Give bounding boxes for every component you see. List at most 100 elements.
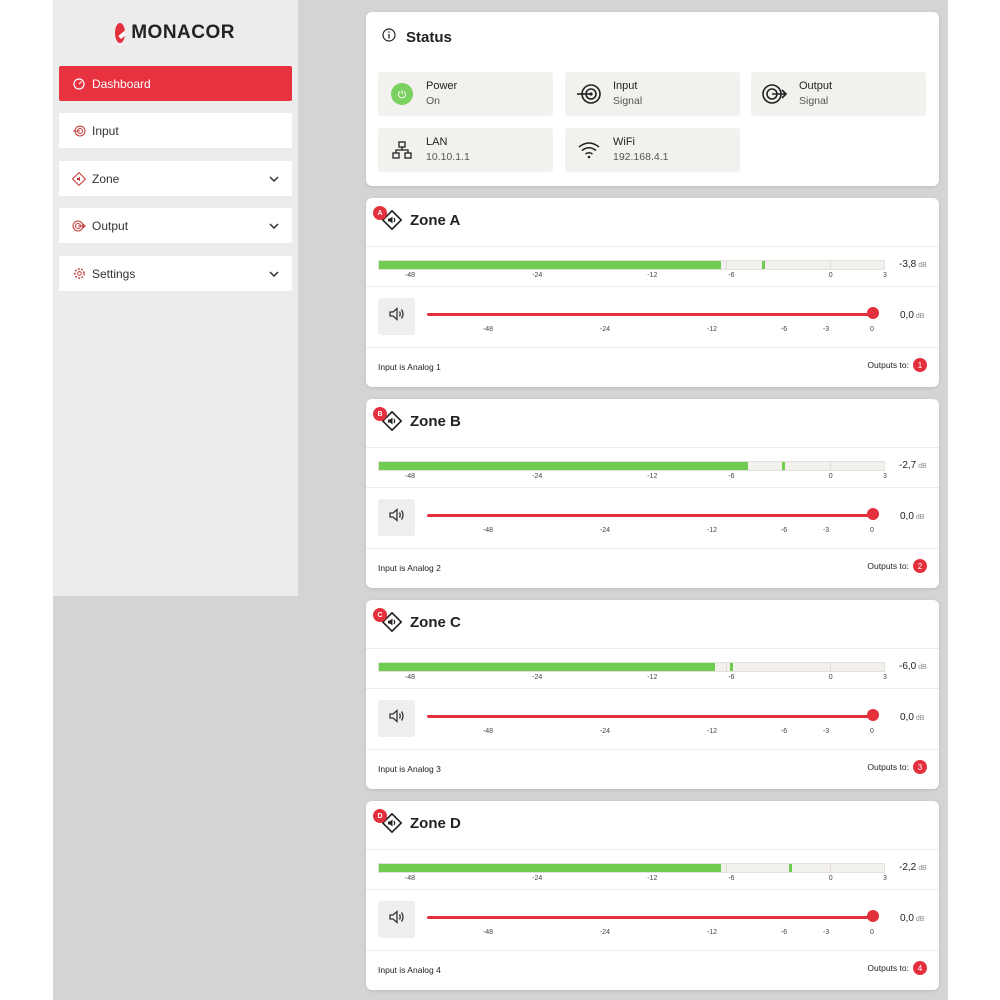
meter-fill [379,663,716,671]
volume-slider-handle[interactable] [867,508,879,520]
output-signal-icon [759,78,791,110]
volume-readout: 0,0 dB [900,913,925,924]
outputs-label: Outputs to: [867,963,909,973]
chevron-down-icon[interactable] [268,268,280,280]
volume-slider-track[interactable] [427,916,873,919]
meter-grid-line [829,663,831,671]
status-header: Status [382,28,452,46]
divider [366,749,939,750]
zone-card: D Zone D -2,2 dB -48 -24 -12 -6 0 3 0,0 dB… [366,801,939,990]
meter-fill [379,864,722,872]
zone-header: D Zone D [373,809,461,834]
volume-slider-handle[interactable] [867,709,879,721]
sidebar-item-dashboard[interactable]: Dashboard [59,66,292,101]
zone-header: A Zone A [373,206,460,231]
meter-level-readout: -2,2 dB [899,862,927,873]
meter-grid-line [726,663,728,671]
zone-outputs: Outputs to: 4 [867,961,927,975]
zone-speaker-icon: B [373,407,403,432]
db-unit: dB [918,664,927,671]
tile-value: Signal [613,95,643,107]
volume-slider-track[interactable] [427,715,873,718]
mute-button[interactable] [378,700,415,737]
volume-scale: -48 -24 -12 -6 -3 0 [366,929,939,939]
meter-grid-line [829,261,831,269]
db-unit: dB [918,463,927,470]
sidebar-item-input[interactable]: Input [59,113,292,148]
meter-tick: -12 [647,674,658,681]
mute-button[interactable] [378,901,415,938]
chevron-down-icon[interactable] [268,173,280,185]
meter-tick: 0 [828,473,833,480]
zone-outputs: Outputs to: 2 [867,559,927,573]
volume-tick: -48 [482,527,494,534]
sidebar-item-label: Settings [92,266,136,281]
mute-button[interactable] [378,298,415,335]
divider [366,487,939,488]
db-unit: dB [918,865,927,872]
meter-scale: -48 -24 -12 -6 0 3 [378,272,887,282]
level-meter [378,260,885,270]
output-badge[interactable]: 3 [913,760,927,774]
level-meter [378,863,885,873]
divider [366,648,939,649]
sidebar-item-zone[interactable]: Zone [59,161,292,196]
zone-badge: B [373,407,387,421]
volume-slider-track[interactable] [427,313,873,316]
meter-scale: -48 -24 -12 -6 0 3 [378,473,887,483]
volume-tick: -3 [822,728,830,735]
tile-label: Power [426,80,458,92]
tile-label: LAN [426,136,448,148]
divider [366,286,939,287]
divider [366,347,939,348]
zone-card: C Zone C -6,0 dB -48 -24 -12 -6 0 3 0,0 dB… [366,600,939,789]
meter-level-readout: -6,0 dB [899,661,927,672]
mute-button[interactable] [378,499,415,536]
status-card: Status Power On Input Signal Output Sign… [366,12,939,186]
chevron-down-icon[interactable] [268,220,280,232]
meter-tick: -48 [404,473,415,480]
meter-fill [379,261,722,269]
meter-grid-line [726,261,728,269]
volume-tick: -12 [706,326,718,333]
volume-tick: -6 [780,527,788,534]
level-meter [378,461,885,471]
output-badge[interactable]: 2 [913,559,927,573]
zone-speaker-icon: C [373,608,403,633]
sidebar-item-settings[interactable]: Settings [59,256,292,291]
meter-tick: -6 [728,875,735,882]
meter-tick: -6 [728,272,735,279]
speaker-icon [388,709,405,728]
brand-logo: MONACOR [115,20,235,46]
lan-icon [386,134,418,166]
divider [366,889,939,890]
db-unit: dB [915,514,925,521]
output-badge[interactable]: 4 [913,961,927,975]
divider [366,849,939,850]
db-unit: dB [915,916,925,923]
sidebar-item-output[interactable]: Output [59,208,292,243]
sidebar-item-label: Zone [92,171,120,186]
zone-header: B Zone B [373,407,461,432]
tile-label: Input [613,80,638,92]
volume-readout: 0,0 dB [900,712,925,723]
meter-tick: -48 [404,272,415,279]
volume-slider-handle[interactable] [867,307,879,319]
output-badge[interactable]: 1 [913,358,927,372]
meter-level-readout: -2,7 dB [899,460,927,471]
volume-tick: -6 [780,929,788,936]
zone-title: Zone B [410,412,461,430]
meter-peak [730,663,734,671]
meter-grid-line [829,864,831,872]
sidebar-item-label: Output [92,218,129,233]
meter-tick: 3 [883,875,887,882]
zone-outputs: Outputs to: 3 [867,760,927,774]
volume-tick: -3 [822,527,830,534]
volume-tick: -24 [599,326,611,333]
volume-slider-handle[interactable] [867,910,879,922]
volume-tick: -48 [482,728,494,735]
volume-slider-track[interactable] [427,514,873,517]
db-unit: dB [915,313,925,320]
zone-input-text: Input is Analog 3 [378,764,441,774]
tile-label: WiFi [613,136,635,148]
